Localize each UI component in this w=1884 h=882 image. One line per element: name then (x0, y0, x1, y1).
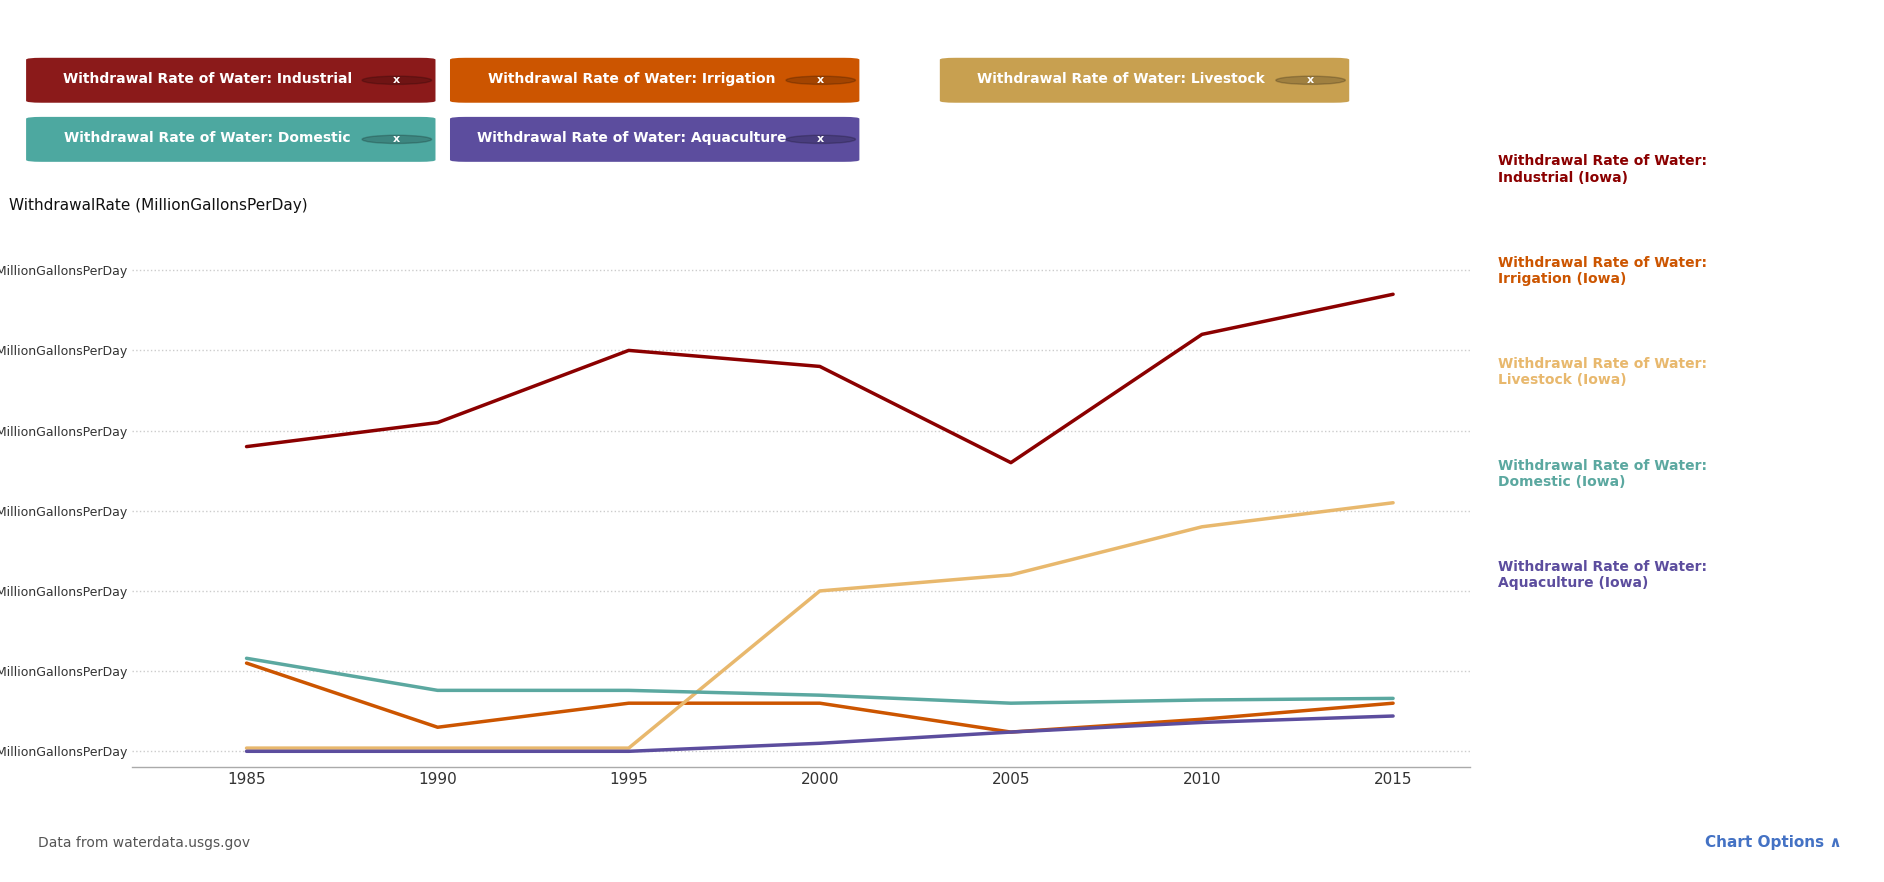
Circle shape (786, 76, 855, 85)
Text: Withdrawal Rate of Water:
Irrigation (Iowa): Withdrawal Rate of Water: Irrigation (Io… (1498, 256, 1707, 286)
Text: x: x (818, 75, 825, 86)
Text: x: x (394, 134, 401, 145)
Circle shape (786, 135, 855, 144)
Text: Chart Options ∧: Chart Options ∧ (1705, 834, 1843, 849)
Circle shape (362, 76, 431, 85)
Text: x: x (818, 134, 825, 145)
Text: Withdrawal Rate of Water:
Domestic (Iowa): Withdrawal Rate of Water: Domestic (Iowa… (1498, 459, 1707, 489)
FancyBboxPatch shape (26, 117, 435, 161)
Text: Data from waterdata.usgs.gov: Data from waterdata.usgs.gov (38, 836, 251, 849)
Text: WithdrawalRate (MillionGallonsPerDay): WithdrawalRate (MillionGallonsPerDay) (9, 198, 309, 213)
Text: Withdrawal Rate of Water:
Industrial (Iowa): Withdrawal Rate of Water: Industrial (Io… (1498, 154, 1707, 184)
Text: Withdrawal Rate of Water: Aquaculture: Withdrawal Rate of Water: Aquaculture (477, 131, 786, 146)
FancyBboxPatch shape (26, 58, 435, 102)
Text: Withdrawal Rate of Water:
Aquaculture (Iowa): Withdrawal Rate of Water: Aquaculture (I… (1498, 560, 1707, 590)
Text: Withdrawal Rate of Water: Livestock: Withdrawal Rate of Water: Livestock (978, 72, 1266, 86)
FancyBboxPatch shape (450, 117, 859, 161)
Circle shape (362, 135, 431, 144)
Text: x: x (1307, 75, 1315, 86)
Text: Withdrawal Rate of Water:
Livestock (Iowa): Withdrawal Rate of Water: Livestock (Iow… (1498, 357, 1707, 387)
FancyBboxPatch shape (940, 58, 1349, 102)
Text: x: x (394, 75, 401, 86)
Text: Withdrawal Rate of Water: Domestic: Withdrawal Rate of Water: Domestic (64, 131, 350, 146)
Text: Withdrawal Rate of Water: Industrial: Withdrawal Rate of Water: Industrial (62, 72, 352, 86)
Circle shape (1275, 76, 1345, 85)
Text: Withdrawal Rate of Water: Irrigation: Withdrawal Rate of Water: Irrigation (488, 72, 776, 86)
FancyBboxPatch shape (450, 58, 859, 102)
